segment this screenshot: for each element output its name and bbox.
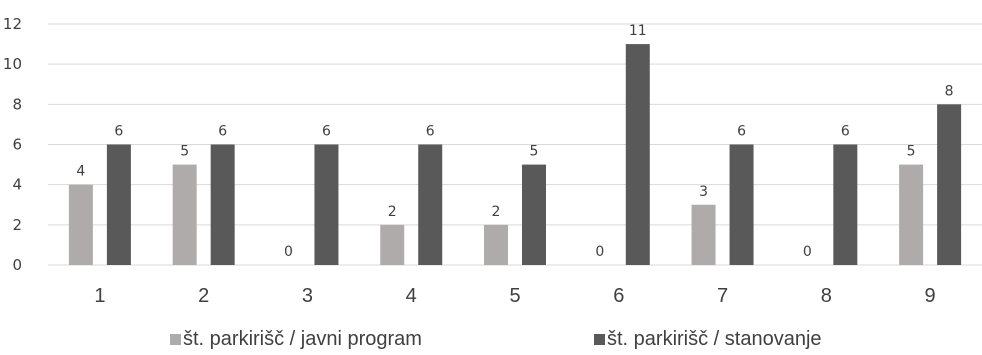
x-tick-label: 9 [925,285,936,307]
y-tick-label: 4 [12,176,22,194]
data-label: 2 [388,204,397,220]
x-tick-label: 4 [406,285,417,307]
x-tick-label: 2 [198,285,209,307]
data-label: 0 [284,244,293,260]
bar [937,104,962,265]
bar [418,144,443,265]
data-label: 0 [595,244,604,260]
x-tick-label: 5 [509,285,520,307]
bar [899,164,924,265]
y-tick-label: 10 [3,55,22,73]
bar [833,144,858,265]
data-label: 4 [76,164,85,180]
bar [625,44,650,266]
x-tick-label: 6 [613,285,624,307]
bar [484,224,508,265]
y-tick-label: 2 [12,216,22,234]
bar [691,204,716,265]
bar [729,144,754,265]
bar [172,164,197,265]
bar [68,184,93,265]
data-label: 5 [180,144,189,160]
legend-swatch [594,334,605,345]
x-tick-label: 8 [821,285,832,307]
y-tick-label: 8 [12,95,22,113]
x-tick-label: 7 [717,285,728,307]
legend: št. parkirišč / javni program št. parkiri… [170,328,822,350]
data-label: 6 [114,124,123,140]
bars [68,44,962,266]
x-axis: 1 2 3 4 5 6 7 8 9 [94,285,935,307]
x-tick-label: 3 [302,285,313,307]
legend-swatch [170,334,181,345]
data-label: 3 [699,184,708,200]
data-labels: 4 6 5 6 0 6 2 6 2 5 0 11 3 6 0 6 5 8 [76,23,953,260]
data-label: 6 [737,124,746,140]
legend-label: št. parkirišč / javni program [183,328,422,350]
y-axis: 0 2 4 6 8 10 12 [3,15,22,274]
bar [522,164,546,265]
data-label: 2 [492,204,501,220]
data-label: 0 [803,244,812,260]
y-tick-label: 6 [12,136,22,154]
data-label: 5 [530,144,539,160]
x-tick-label: 1 [94,285,105,307]
bar [314,144,339,265]
data-label: 6 [322,124,331,140]
bar [380,224,405,265]
data-label: 6 [218,124,227,140]
y-tick-label: 12 [3,15,22,33]
data-label: 6 [841,124,850,140]
legend-label: št. parkirišč / stanovanje [607,328,822,350]
y-tick-label: 0 [12,256,22,274]
data-label: 5 [907,144,916,160]
bar [106,144,131,265]
data-label: 8 [945,83,954,99]
gridlines [48,23,982,266]
data-label: 11 [629,23,647,39]
bar [210,144,235,265]
data-label: 6 [426,124,435,140]
